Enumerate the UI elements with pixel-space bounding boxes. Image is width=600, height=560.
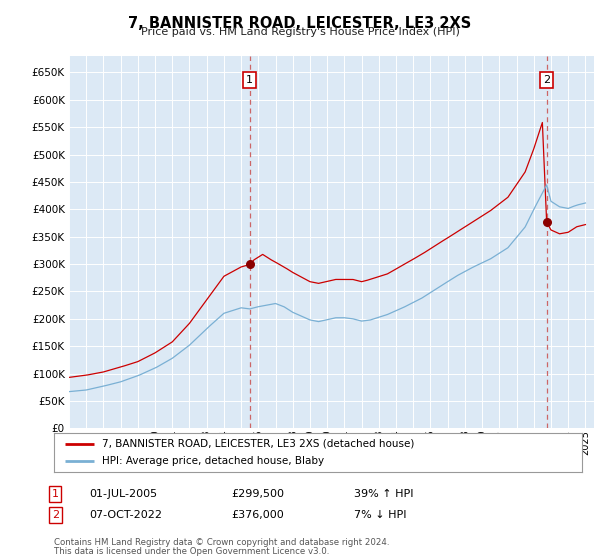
Text: This data is licensed under the Open Government Licence v3.0.: This data is licensed under the Open Gov… [54, 548, 329, 557]
Text: 7, BANNISTER ROAD, LEICESTER, LE3 2XS (detached house): 7, BANNISTER ROAD, LEICESTER, LE3 2XS (d… [101, 438, 414, 449]
Text: 07-OCT-2022: 07-OCT-2022 [89, 510, 162, 520]
Text: 2: 2 [543, 75, 550, 85]
Point [245, 260, 254, 269]
Text: 7% ↓ HPI: 7% ↓ HPI [354, 510, 407, 520]
Text: 01-JUL-2005: 01-JUL-2005 [89, 489, 157, 499]
Text: 2: 2 [52, 510, 59, 520]
Text: Contains HM Land Registry data © Crown copyright and database right 2024.: Contains HM Land Registry data © Crown c… [54, 539, 389, 548]
Text: HPI: Average price, detached house, Blaby: HPI: Average price, detached house, Blab… [101, 456, 323, 466]
Text: 39% ↑ HPI: 39% ↑ HPI [354, 489, 413, 499]
Text: Price paid vs. HM Land Registry's House Price Index (HPI): Price paid vs. HM Land Registry's House … [140, 27, 460, 37]
Text: £299,500: £299,500 [231, 489, 284, 499]
Text: 1: 1 [246, 75, 253, 85]
Point [542, 218, 551, 227]
Text: 7, BANNISTER ROAD, LEICESTER, LE3 2XS: 7, BANNISTER ROAD, LEICESTER, LE3 2XS [128, 16, 472, 31]
Text: 1: 1 [52, 489, 59, 499]
Text: £376,000: £376,000 [231, 510, 284, 520]
